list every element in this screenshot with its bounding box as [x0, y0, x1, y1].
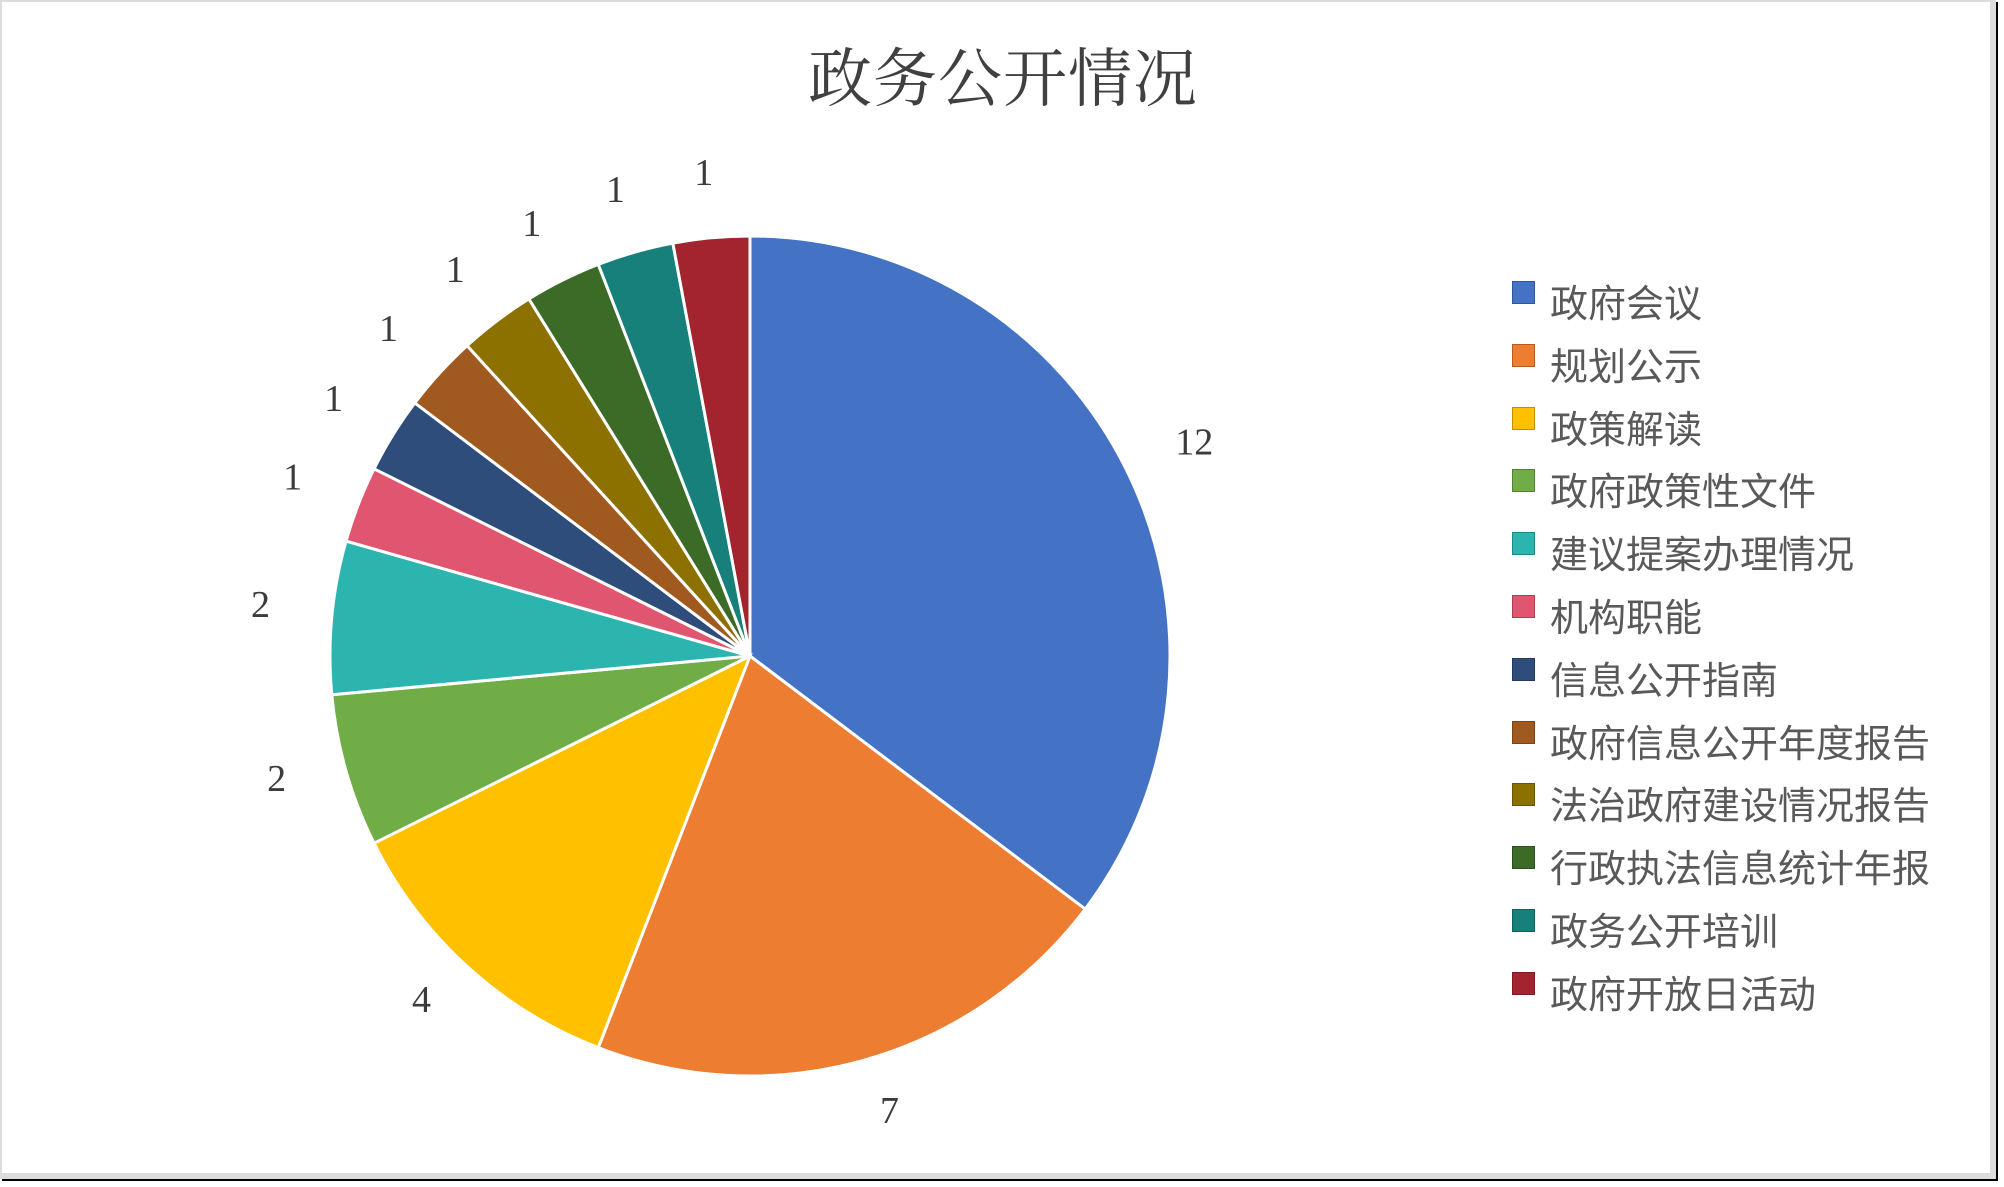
svg-text:2: 2 [251, 584, 270, 626]
svg-text:1: 1 [606, 169, 625, 211]
svg-text:1: 1 [522, 203, 541, 245]
svg-text:1: 1 [324, 378, 343, 420]
svg-text:1: 1 [446, 249, 465, 291]
svg-text:1: 1 [379, 308, 398, 350]
svg-text:12: 12 [1175, 421, 1213, 463]
svg-text:4: 4 [412, 979, 431, 1021]
svg-text:2: 2 [267, 758, 286, 800]
svg-text:1: 1 [283, 456, 302, 498]
svg-text:1: 1 [694, 152, 713, 194]
svg-text:7: 7 [880, 1090, 899, 1132]
